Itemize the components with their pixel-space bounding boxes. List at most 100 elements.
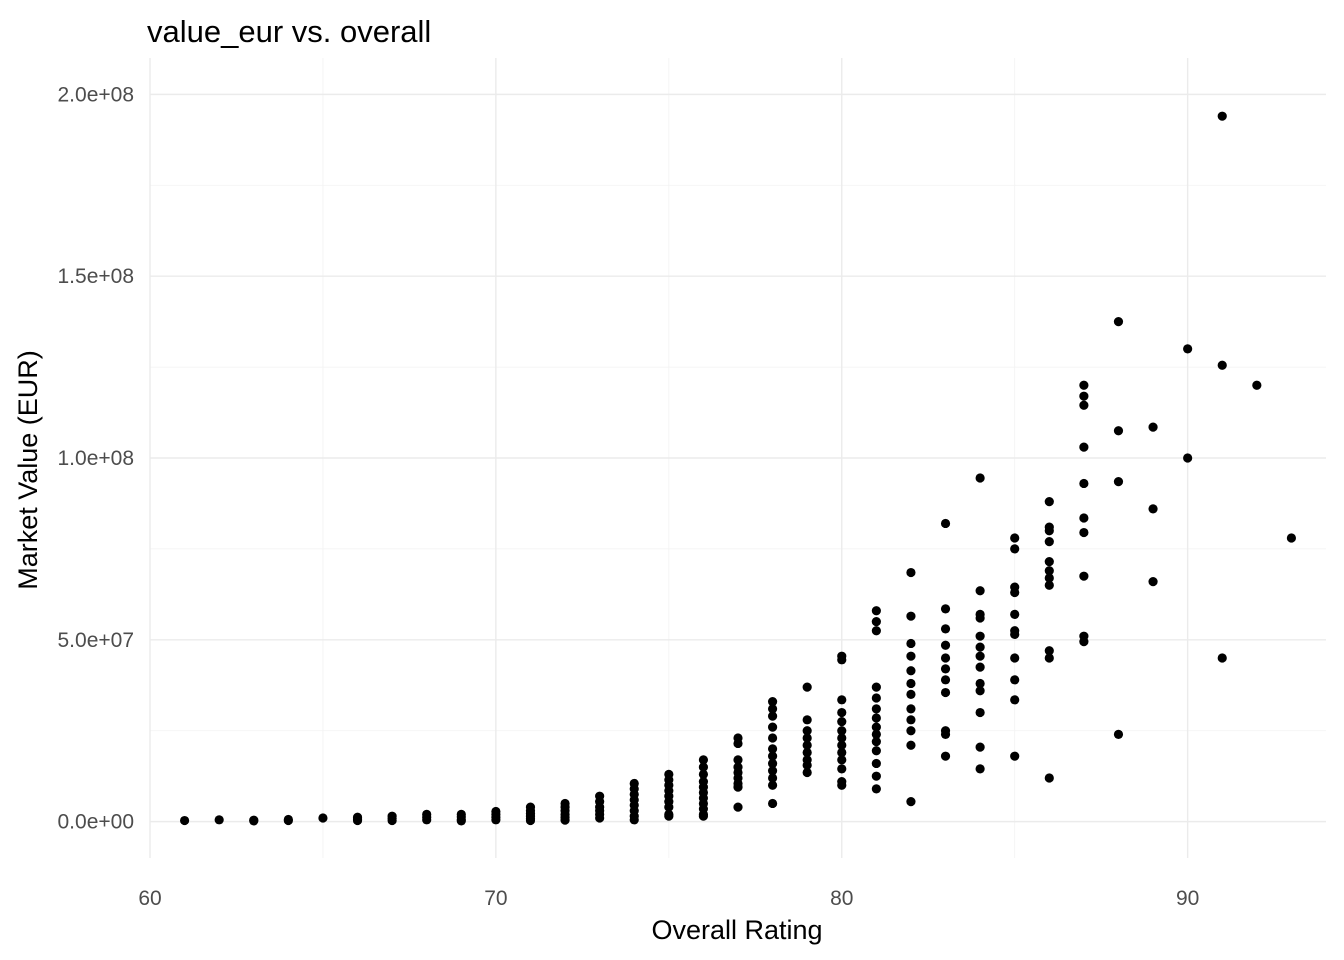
data-point — [940, 664, 951, 674]
data-point — [975, 686, 985, 696]
data-point — [871, 617, 881, 627]
data-point — [975, 764, 985, 774]
data-point — [767, 722, 778, 732]
data-point — [767, 758, 778, 769]
data-point — [837, 740, 847, 750]
data-point — [767, 711, 778, 721]
data-point — [1079, 513, 1089, 523]
data-point — [733, 782, 743, 792]
data-point — [1113, 729, 1124, 739]
data-point — [871, 626, 881, 636]
chart-title: value_eur vs. overall — [147, 14, 431, 49]
data-point — [698, 811, 709, 821]
data-point — [1079, 527, 1089, 538]
x-tick-label: 80 — [830, 887, 853, 910]
data-point — [767, 697, 778, 707]
data-point — [1113, 477, 1124, 487]
data-point — [975, 613, 985, 623]
data-point — [837, 717, 847, 727]
data-point — [906, 704, 916, 714]
data-point — [940, 640, 951, 650]
data-point — [802, 715, 812, 725]
data-point — [698, 755, 709, 765]
data-point — [871, 771, 881, 781]
grid-lines — [149, 58, 1326, 858]
data-point — [179, 815, 190, 826]
data-point — [906, 651, 916, 661]
data-point — [837, 707, 847, 718]
data-point — [871, 758, 881, 769]
data-point — [940, 687, 951, 698]
data-points — [179, 111, 1297, 826]
data-point — [595, 813, 605, 823]
data-point — [975, 707, 985, 718]
data-point — [1148, 422, 1158, 432]
data-point — [767, 733, 778, 743]
data-point — [975, 662, 985, 672]
data-point — [940, 518, 951, 529]
data-point — [802, 747, 812, 758]
data-point — [1044, 773, 1054, 783]
data-point — [1217, 360, 1227, 370]
data-point — [802, 733, 812, 743]
data-point — [837, 695, 847, 705]
data-point — [1044, 653, 1054, 663]
data-point — [1010, 587, 1020, 598]
data-point — [1010, 695, 1020, 705]
data-point — [767, 798, 778, 809]
data-point — [1217, 653, 1227, 663]
data-point — [837, 747, 847, 758]
data-point — [767, 704, 778, 714]
data-point — [837, 780, 847, 790]
y-tick-label: 0.0e+00 — [58, 811, 135, 834]
data-point — [837, 755, 847, 765]
data-point — [1286, 533, 1297, 543]
x-tick-label: 60 — [138, 887, 161, 910]
data-point — [802, 726, 812, 736]
x-axis-title: Overall Rating — [651, 915, 822, 945]
data-point — [1010, 629, 1020, 639]
data-point — [906, 726, 916, 736]
data-point — [871, 784, 881, 794]
data-point — [1079, 391, 1089, 401]
data-point — [525, 815, 536, 826]
data-point — [1079, 400, 1089, 410]
data-point — [802, 760, 812, 770]
data-point — [871, 693, 881, 703]
data-point — [837, 764, 847, 774]
data-point — [906, 740, 916, 750]
data-point — [1079, 380, 1089, 390]
data-point — [802, 740, 812, 750]
data-point — [1010, 653, 1020, 663]
data-point — [560, 815, 570, 825]
data-point — [871, 737, 881, 747]
data-point — [1079, 571, 1089, 581]
data-point — [1252, 380, 1262, 390]
data-point — [767, 751, 778, 761]
data-point — [214, 815, 224, 825]
data-point — [975, 631, 985, 641]
data-point — [975, 651, 985, 661]
data-point — [1044, 646, 1054, 656]
data-point — [1217, 111, 1227, 121]
data-point — [1044, 497, 1054, 507]
data-point — [802, 767, 812, 778]
data-point — [318, 813, 328, 823]
data-point — [698, 769, 709, 779]
data-point — [940, 604, 951, 614]
data-point — [906, 638, 916, 649]
data-point — [249, 816, 259, 826]
data-point — [1044, 573, 1054, 583]
data-point — [975, 586, 985, 596]
data-point — [906, 666, 916, 676]
data-point — [871, 704, 881, 714]
data-point — [871, 682, 881, 692]
data-point — [1044, 580, 1054, 590]
data-point — [1148, 504, 1158, 514]
data-point — [837, 655, 847, 665]
data-point — [940, 624, 951, 634]
data-point — [629, 815, 639, 825]
data-point — [906, 689, 916, 699]
data-point — [767, 773, 778, 783]
data-point — [975, 678, 985, 689]
